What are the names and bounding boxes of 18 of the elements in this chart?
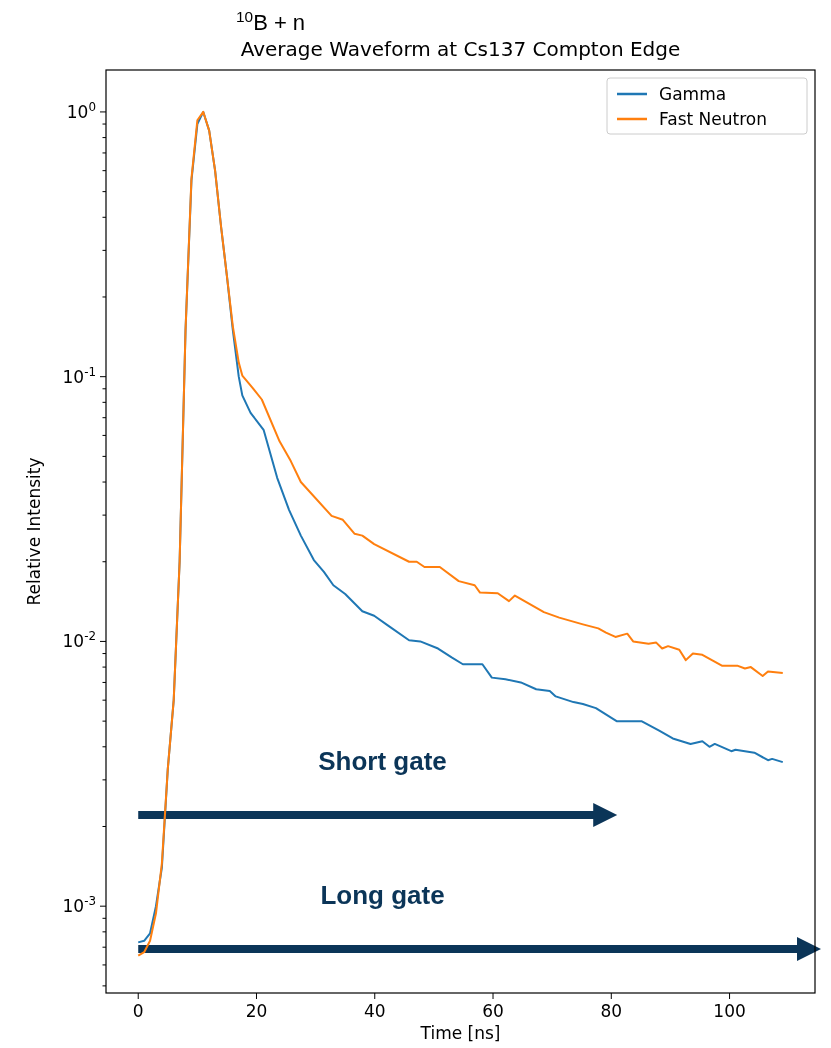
text: $^{10}$B + n bbox=[236, 7, 306, 35]
x-tick-label: 60 bbox=[482, 1001, 504, 1021]
x-axis-title: Time [ns] bbox=[419, 1023, 501, 1043]
annotation: Short gate bbox=[318, 746, 447, 776]
x-tick-label: 20 bbox=[245, 1001, 268, 1021]
y-axis-title: Relative Intensity bbox=[24, 457, 44, 606]
x-tick-label: 40 bbox=[363, 1001, 386, 1021]
y-tick-label: 10$^{0}$ bbox=[66, 99, 96, 122]
y-tick-label: 10$^{-2}$ bbox=[62, 629, 96, 652]
x-tick-label: 80 bbox=[600, 1001, 623, 1021]
legend-label: Fast Neutron bbox=[659, 109, 767, 129]
annotation: Long gate bbox=[320, 880, 445, 910]
legend-label: Gamma bbox=[659, 84, 727, 104]
x-tick-label: 100 bbox=[713, 1001, 746, 1021]
chart-title: Average Waveform at Cs137 Compton Edge bbox=[240, 37, 681, 61]
y-tick-label: 10$^{-3}$ bbox=[62, 894, 96, 917]
x-tick-label: 0 bbox=[132, 1001, 144, 1021]
y-tick-label: 10$^{-1}$ bbox=[62, 364, 96, 387]
